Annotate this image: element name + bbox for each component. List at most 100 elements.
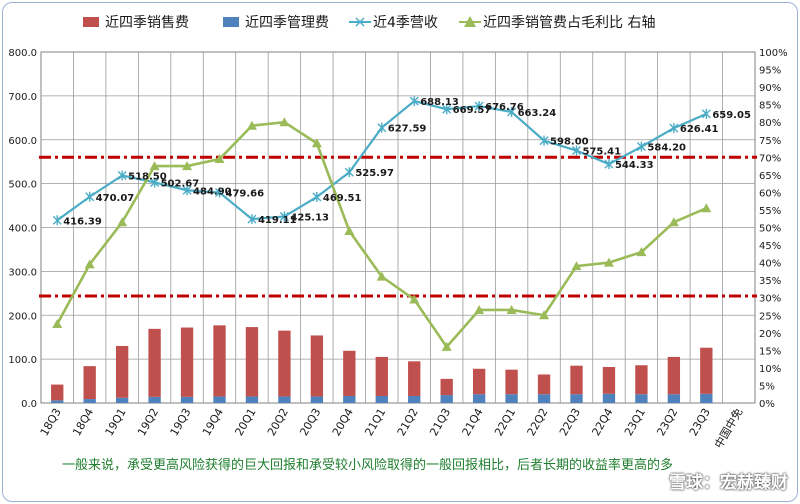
legend-label: 近四季销售费 xyxy=(105,15,189,31)
revenue-data-label: 669.57 xyxy=(453,105,492,116)
revenue-data-label: 659.05 xyxy=(712,110,751,121)
x-tick-label: 22Q1 xyxy=(492,406,518,438)
x-tick-label: 22Q4 xyxy=(589,406,615,438)
y-tick-label: 500.0 xyxy=(8,180,37,191)
ratio-point xyxy=(117,217,128,227)
x-tick-label: 23Q1 xyxy=(622,406,648,438)
bar-selling-fee xyxy=(310,335,324,397)
y-tick-label: 0.0 xyxy=(21,399,37,410)
bar-management-fee xyxy=(602,393,616,403)
revenue-point xyxy=(669,123,679,134)
revenue-data-label: 688.13 xyxy=(420,97,459,108)
legend-marker xyxy=(464,16,476,27)
ratio-point xyxy=(571,261,582,271)
revenue-point xyxy=(344,167,354,178)
y2-tick-label: 95% xyxy=(759,66,781,77)
revenue-data-label: 518.50 xyxy=(128,172,167,183)
chart-caption: 一般来说，承受更高风险获得的巨大回报和承受较小风险取得的一般回报相比，后者长期的… xyxy=(62,458,674,473)
revenue-data-label: 544.33 xyxy=(615,160,654,171)
legend-swatch xyxy=(83,17,99,27)
x-tick-label: 20Q1 xyxy=(232,406,258,438)
bar-selling-fee xyxy=(148,328,161,397)
bar-selling-fee xyxy=(245,327,259,397)
ratio-point xyxy=(409,294,420,304)
revenue-point xyxy=(604,159,614,170)
bar-selling-fee xyxy=(180,327,194,397)
bar-management-fee xyxy=(213,396,226,403)
x-tick-label: 22Q2 xyxy=(525,406,551,438)
watermark: 雪球：宏赫臻财 xyxy=(669,473,788,493)
revenue-point xyxy=(215,187,224,198)
x-tick-label: 21Q3 xyxy=(427,406,453,438)
ratio-point xyxy=(376,271,387,281)
y2-tick-label: 35% xyxy=(759,276,781,287)
x-tick-label: 19Q2 xyxy=(135,406,161,438)
x-tick-label: 23Q3 xyxy=(687,406,713,438)
bar-selling-fee xyxy=(667,356,681,395)
revenue-point xyxy=(701,108,711,119)
legend-label: 近四季管理费 xyxy=(245,15,329,31)
bar-management-fee xyxy=(278,396,291,403)
ratio-point xyxy=(344,226,355,236)
revenue-data-label: 626.41 xyxy=(680,124,719,135)
bar-management-fee xyxy=(700,393,713,403)
x-tick-label: 20Q4 xyxy=(330,406,356,438)
company-label: 中国中免 xyxy=(711,406,745,451)
legend-marker xyxy=(355,17,365,27)
y2-tick-label: 5% xyxy=(759,381,775,392)
revenue-data-label: 663.24 xyxy=(518,108,557,119)
y2-tick-label: 80% xyxy=(759,118,781,129)
ratio-point xyxy=(84,259,95,269)
y2-tick-label: 100% xyxy=(759,48,788,59)
bar-management-fee xyxy=(667,394,681,403)
revenue-data-label: 575.41 xyxy=(583,147,622,158)
bar-selling-fee xyxy=(343,350,356,396)
x-tick-label: 19Q1 xyxy=(103,406,129,438)
bar-selling-fee xyxy=(700,347,713,394)
bar-management-fee xyxy=(408,395,421,403)
ratio-point xyxy=(441,341,452,351)
legend-swatch xyxy=(223,17,239,27)
bar-selling-fee xyxy=(602,367,616,394)
revenue-data-label: 416.39 xyxy=(63,216,102,227)
bar-management-fee xyxy=(505,394,518,403)
bar-selling-fee xyxy=(440,378,453,396)
revenue-data-label: 502.67 xyxy=(161,178,200,189)
y2-tick-label: 90% xyxy=(759,83,781,94)
revenue-point xyxy=(636,141,646,152)
bar-management-fee xyxy=(343,395,356,403)
x-tick-label: 19Q4 xyxy=(200,406,226,438)
y-tick-label: 200.0 xyxy=(8,311,37,322)
ratio-point xyxy=(701,203,712,213)
revenue-data-label: 419.11 xyxy=(258,215,297,226)
bar-selling-fee xyxy=(537,374,551,395)
ratio-point xyxy=(539,310,550,320)
bar-management-fee xyxy=(310,396,324,403)
chart: 0.0 100.0 200.0 300.0 400.0 500.0 600.0 700.0 80… xyxy=(8,15,788,451)
revenue-point xyxy=(117,170,127,181)
bar-management-fee xyxy=(245,396,259,403)
ratio-point xyxy=(246,120,257,130)
x-tick-label: 23Q2 xyxy=(654,406,680,438)
bar-management-fee xyxy=(472,394,486,403)
revenue-point xyxy=(474,101,484,112)
bar-selling-fee xyxy=(408,361,421,396)
x-tick-label: 21Q1 xyxy=(362,406,388,438)
y2-tick-label: 50% xyxy=(759,224,781,235)
x-tick-label: 22Q3 xyxy=(557,406,583,438)
revenue-data-label: 525.97 xyxy=(355,168,394,179)
y2-tick-label: 45% xyxy=(759,241,781,252)
y2-tick-label: 70% xyxy=(759,153,781,164)
bar-management-fee xyxy=(115,397,129,403)
x-tick-label: 21Q2 xyxy=(395,406,421,438)
x-tick-label: 20Q3 xyxy=(297,406,323,438)
y-tick-label: 300.0 xyxy=(8,267,37,278)
y-tick-label: 800.0 xyxy=(8,48,37,59)
y2-tick-label: 25% xyxy=(759,311,781,322)
bar-selling-fee xyxy=(570,365,583,395)
bar-management-fee xyxy=(375,395,388,403)
y2-tick-label: 65% xyxy=(759,171,781,182)
bar-selling-fee xyxy=(375,356,388,396)
y-tick-label: 400.0 xyxy=(8,224,37,235)
